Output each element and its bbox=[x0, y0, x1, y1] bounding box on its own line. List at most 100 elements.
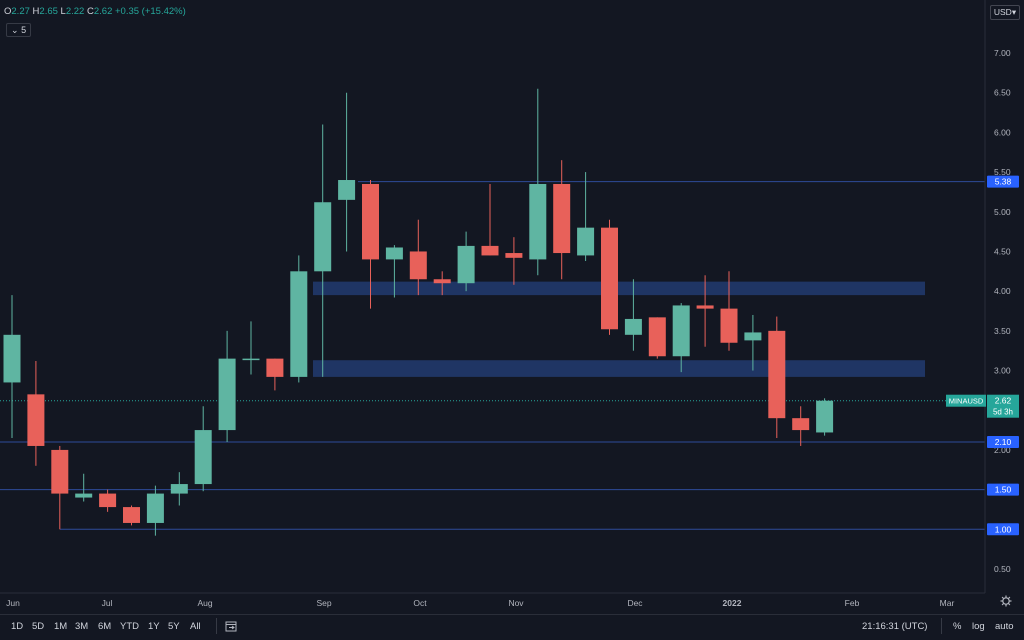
time-tick-label: Mar bbox=[940, 598, 955, 608]
high-value: 2.65 bbox=[39, 6, 58, 17]
candle-body-down bbox=[720, 308, 738, 343]
last-price-tag bbox=[987, 394, 1019, 418]
range-button-1m[interactable]: 1M bbox=[54, 621, 68, 632]
level-price-tag bbox=[987, 175, 1019, 188]
currency-label: USD bbox=[993, 7, 1012, 17]
candle-body-up bbox=[529, 183, 547, 260]
bottom-toolbar bbox=[0, 614, 1024, 640]
price-tick-label: 5.50 bbox=[994, 167, 1011, 177]
candle-body-up bbox=[314, 202, 332, 272]
range-button-5d[interactable]: 5D bbox=[32, 621, 45, 632]
ohlc-legend: O2.27 H2.65 L2.22 C2.62 +0.35 (+15.42%) bbox=[4, 6, 186, 17]
range-button-1d[interactable]: 1D bbox=[11, 621, 24, 632]
time-tick-label: Oct bbox=[413, 598, 427, 608]
candle-body-up bbox=[457, 245, 475, 284]
candle-body-down bbox=[99, 493, 117, 508]
candle-body-up bbox=[624, 318, 642, 335]
candle-body-down bbox=[792, 418, 810, 431]
range-button-ytd[interactable]: YTD bbox=[120, 621, 139, 632]
candle-body-up bbox=[170, 484, 188, 494]
range-button-3m[interactable]: 3M bbox=[75, 621, 89, 632]
level-price-tag bbox=[987, 483, 1019, 496]
candle-body-up bbox=[75, 493, 93, 498]
indicator-count: 5 bbox=[21, 25, 27, 35]
range-button-5y[interactable]: 5Y bbox=[168, 621, 180, 632]
time-tick-label: Nov bbox=[508, 598, 524, 608]
level-price-label: 2.10 bbox=[995, 437, 1012, 447]
goto-date-icon[interactable] bbox=[225, 620, 237, 632]
candle-body-down bbox=[696, 305, 714, 309]
candle-body-down bbox=[433, 279, 451, 284]
candle-body-up bbox=[146, 493, 164, 523]
time-tick-label: Dec bbox=[627, 598, 643, 608]
chevron-down-icon: ▾ bbox=[1011, 7, 1017, 17]
open-value: 2.27 bbox=[11, 6, 30, 17]
low-value: 2.22 bbox=[65, 6, 85, 17]
chevron-down-icon: ⌄ bbox=[11, 25, 19, 35]
candle-body-down bbox=[266, 358, 284, 377]
axis-layer: 0.501.001.502.002.503.003.504.004.505.00… bbox=[0, 0, 1011, 608]
level-price-label: 1.50 bbox=[995, 485, 1012, 495]
candle-body-down bbox=[27, 394, 45, 446]
time-tick-label: Jul bbox=[102, 598, 113, 608]
candle-body-up bbox=[218, 358, 236, 431]
candle-body-up bbox=[290, 271, 308, 377]
price-tick-label: 5.00 bbox=[994, 207, 1011, 217]
levels-layer bbox=[0, 181, 985, 530]
time-tick-label: Aug bbox=[197, 598, 212, 608]
candle-body-up bbox=[194, 430, 212, 485]
auto-scale-toggle[interactable]: auto bbox=[995, 621, 1014, 632]
utc-clock[interactable]: 21:16:31 (UTC) bbox=[862, 621, 928, 632]
change-value: +0.35 (+15.42%) bbox=[115, 6, 186, 17]
toolbar-divider bbox=[216, 618, 217, 634]
candle-body-up bbox=[672, 305, 690, 357]
close-value: 2.62 bbox=[93, 6, 113, 17]
range-button-6m[interactable]: 6M bbox=[98, 621, 112, 632]
candle-body-up bbox=[577, 227, 595, 256]
price-tick-label: 4.50 bbox=[994, 246, 1011, 256]
close-label: C bbox=[86, 6, 94, 17]
resistance-zone bbox=[313, 360, 925, 377]
settings-gear-icon[interactable] bbox=[1000, 595, 1012, 607]
currency-select[interactable]: USD▾ bbox=[990, 5, 1020, 20]
candle-body-down bbox=[505, 253, 523, 258]
time-tick-label: 2022 bbox=[723, 598, 742, 608]
price-tick-label: 6.00 bbox=[994, 127, 1011, 137]
percent-scale-toggle[interactable]: % bbox=[953, 621, 962, 632]
collapse-indicators-button[interactable]: ⌄ 5 bbox=[6, 23, 32, 37]
price-tick-label: 0.50 bbox=[994, 564, 1011, 574]
bar-countdown-label: 5d 3h bbox=[993, 408, 1013, 417]
candle-body-down bbox=[362, 183, 379, 260]
candle-body-up bbox=[338, 180, 356, 200]
level-price-label: 1.00 bbox=[995, 524, 1012, 534]
level-price-tag bbox=[987, 523, 1019, 536]
candle-body-up bbox=[816, 400, 834, 433]
candle-body-up bbox=[385, 247, 403, 260]
price-tick-label: 7.00 bbox=[994, 48, 1011, 58]
candle-body-down bbox=[51, 449, 69, 494]
toolbar-divider bbox=[941, 618, 942, 634]
level-price-label: 5.38 bbox=[995, 177, 1012, 187]
candle-body-up bbox=[744, 332, 762, 341]
zones-layer bbox=[313, 281, 925, 377]
candle-body-down bbox=[768, 330, 786, 419]
log-scale-toggle[interactable]: log bbox=[972, 621, 985, 632]
candle-body-down bbox=[601, 227, 618, 330]
candle-body-up bbox=[242, 358, 260, 361]
candle-body-down bbox=[648, 317, 666, 357]
price-tick-label: 3.50 bbox=[994, 326, 1011, 336]
price-tick-label: 6.50 bbox=[994, 88, 1011, 98]
high-label: H bbox=[32, 6, 40, 17]
time-tick-label: Jun bbox=[6, 598, 20, 608]
last-price-label: 2.62 bbox=[995, 396, 1012, 406]
candles-layer bbox=[3, 88, 834, 536]
price-tick-label: 4.00 bbox=[994, 286, 1011, 296]
range-button-all[interactable]: All bbox=[190, 621, 201, 632]
candle-body-up bbox=[3, 334, 21, 383]
low-label: L bbox=[60, 6, 66, 17]
price-tick-label: 3.00 bbox=[994, 366, 1011, 376]
open-label: O bbox=[4, 6, 12, 17]
candle-body-down bbox=[481, 245, 499, 256]
range-button-1y[interactable]: 1Y bbox=[148, 621, 160, 632]
